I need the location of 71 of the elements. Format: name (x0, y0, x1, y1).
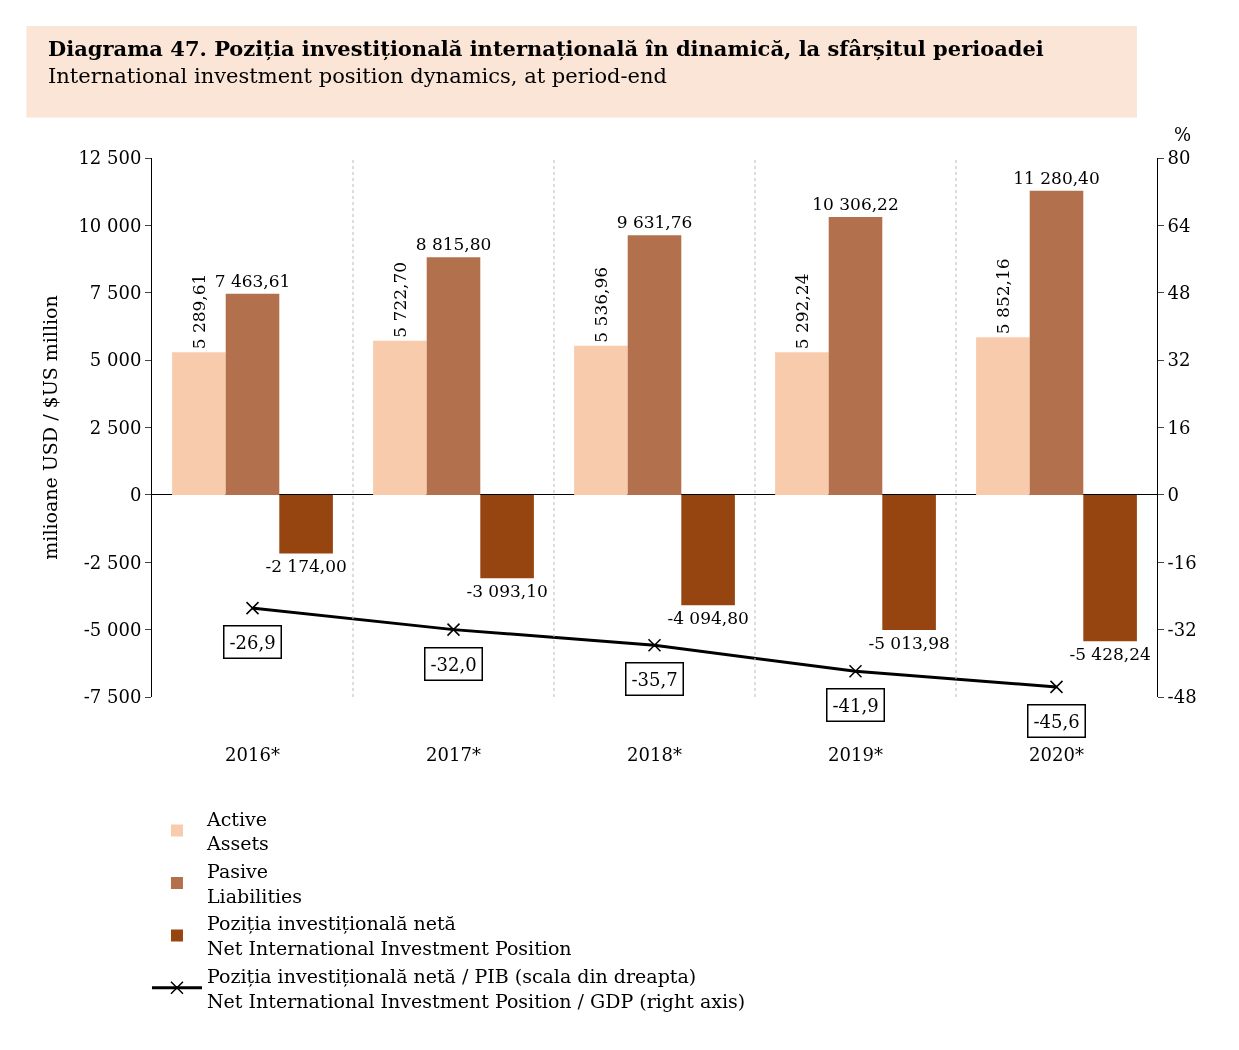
y-tick-label: 5 000 (89, 349, 142, 371)
data-label: 5 852,16 (992, 258, 1013, 335)
data-label: -26,9 (229, 631, 276, 653)
legend-label: Active Assets (205, 807, 269, 855)
x-tick-label: 2020* (1029, 744, 1084, 765)
y-tick-label: -5 000 (83, 618, 142, 640)
legend-label: Pasive Liabilities (206, 860, 303, 907)
y2-tick-label: 0 (1167, 484, 1180, 506)
y2-tick-label: 80 (1167, 147, 1191, 169)
x-tick-label: 2019* (828, 744, 883, 765)
bar (1083, 494, 1137, 642)
y2-tick-label: 16 (1167, 416, 1191, 438)
chart-title: Diagrama 47. Poziția investițională internațională în dinamică, la sfârșitul perioadei (48, 36, 1044, 61)
data-label: -2 174,00 (265, 556, 347, 577)
bar (976, 337, 1030, 495)
data-label: -5 013,98 (868, 633, 950, 653)
data-label: 5 292,24 (791, 273, 812, 350)
chart-subtitle: International investment position dynamics, at period-end (48, 64, 668, 89)
y2-tick-label: -32 (1167, 618, 1197, 640)
y-tick-label: 7 500 (89, 282, 142, 304)
legend-label: Poziția investițională netă / PIB (scala din dreapta) Net International Investment Position / GDP (right axis) (206, 964, 746, 1012)
point (1049, 680, 1064, 694)
bar (828, 217, 883, 495)
data-label: -3 093,10 (466, 581, 548, 602)
y2-tick-label: 48 (1167, 282, 1191, 304)
y-tick-label: 10 000 (78, 214, 142, 236)
y2-tick-label: -48 (1167, 686, 1197, 708)
data-label: 5 536,96 (590, 266, 611, 343)
data-label: 8 815,80 (415, 234, 492, 255)
y-tick-label: 2 500 (89, 416, 142, 438)
data-label: -41,9 (832, 694, 879, 716)
y-tick-label: 12 500 (78, 147, 142, 169)
bar (882, 494, 936, 630)
data-label: 7 463,61 (214, 270, 291, 291)
data-label: -32,0 (430, 653, 477, 675)
y-axis-title: milioane USD / $US million (39, 295, 62, 560)
data-label: 5 289,61 (188, 273, 209, 350)
point (446, 622, 461, 637)
legend-label: Poziția investițională netă Net International Investment Position (206, 912, 572, 960)
y2-tick-label: 32 (1167, 349, 1191, 371)
y2-tick-label: -16 (1167, 551, 1197, 573)
x-tick-label: 2018* (627, 744, 682, 765)
point (848, 664, 863, 679)
data-label: 5 722,70 (389, 261, 410, 338)
y-tick-label: -2 500 (83, 551, 142, 573)
x-tick-label: 2017* (426, 744, 481, 765)
y-tick-label: -7 500 (83, 686, 142, 708)
data-label: 10 306,22 (812, 194, 899, 215)
bar (426, 257, 481, 495)
bar (279, 494, 333, 554)
data-label: 9 631,76 (616, 212, 693, 233)
y2-tick-label: 64 (1167, 214, 1191, 236)
bar (480, 494, 534, 579)
point (245, 601, 260, 615)
bar (1029, 190, 1084, 495)
x-tick-label: 2016* (225, 744, 280, 765)
data-label: 11 280,40 (1013, 167, 1100, 188)
y-tick-label: 0 (129, 484, 142, 506)
data-label: -45,6 (1033, 710, 1080, 732)
bar (681, 494, 735, 606)
data-label: -5 428,24 (1069, 644, 1151, 665)
data-label: -4 094,80 (667, 608, 749, 629)
bar (225, 293, 280, 495)
data-label: -35,7 (631, 668, 678, 690)
bar (574, 345, 628, 495)
bar (775, 352, 829, 495)
bar (373, 340, 427, 495)
point (647, 638, 662, 652)
y2-axis-title: % (1174, 124, 1192, 145)
bar (627, 235, 682, 495)
bar (172, 352, 226, 495)
